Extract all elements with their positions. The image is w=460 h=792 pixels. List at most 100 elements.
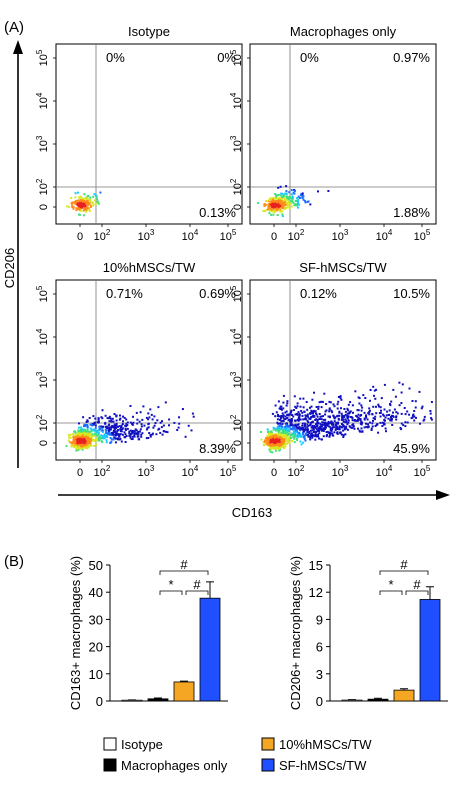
event-dot bbox=[117, 429, 120, 431]
event-dot bbox=[383, 418, 386, 421]
event-dot bbox=[280, 192, 283, 195]
quadrant-percent-lr: 45.9% bbox=[393, 441, 430, 456]
event-dot bbox=[304, 427, 307, 430]
event-dot bbox=[287, 413, 290, 416]
event-dot bbox=[79, 209, 82, 212]
event-dot bbox=[368, 411, 371, 413]
bar bbox=[199, 597, 221, 702]
event-dot bbox=[275, 197, 278, 200]
event-dot bbox=[347, 419, 350, 422]
event-dot bbox=[92, 423, 95, 426]
event-dot bbox=[270, 433, 273, 435]
legend-swatch bbox=[103, 758, 117, 772]
event-dot bbox=[80, 426, 83, 429]
event-dot bbox=[342, 429, 345, 432]
bar-chart: 0 3 6 9 12 15 CD206+ macrophages (%) * # # bbox=[288, 556, 448, 710]
event-dot bbox=[89, 423, 92, 426]
event-dot bbox=[82, 439, 85, 442]
event-dot bbox=[335, 421, 338, 424]
event-dot bbox=[374, 415, 377, 418]
event-dot bbox=[297, 427, 300, 430]
event-dot bbox=[315, 434, 318, 437]
event-dot bbox=[320, 415, 323, 418]
event-dot bbox=[105, 434, 108, 437]
y-tick-label: 10 bbox=[89, 667, 103, 682]
legend: Isotype Macrophages only 10%hMSCs/TW SF-hMS… bbox=[103, 737, 372, 773]
event-dot bbox=[327, 190, 330, 192]
event-dot bbox=[276, 201, 279, 204]
event-dot bbox=[115, 426, 118, 429]
event-dot bbox=[92, 438, 95, 441]
event-dot bbox=[297, 419, 300, 422]
event-dot bbox=[377, 431, 380, 434]
event-dot bbox=[389, 418, 392, 421]
y-tick-label: 103 bbox=[229, 371, 244, 388]
event-dot bbox=[315, 435, 318, 438]
event-dot bbox=[95, 443, 97, 446]
event-dot bbox=[279, 418, 281, 421]
x-tick-label: 103 bbox=[332, 228, 349, 243]
event-dot bbox=[382, 413, 384, 416]
event-dot bbox=[84, 439, 87, 442]
event-dot bbox=[273, 446, 276, 449]
event-dot bbox=[285, 192, 288, 195]
event-dot bbox=[90, 423, 93, 426]
event-dot bbox=[133, 434, 136, 437]
event-dot bbox=[311, 433, 314, 436]
event-dot bbox=[265, 208, 268, 211]
event-dot bbox=[381, 425, 384, 427]
event-dot bbox=[290, 409, 293, 412]
event-dot bbox=[310, 405, 313, 408]
x-tick-label: 104 bbox=[182, 464, 199, 479]
x-tick-label: 102 bbox=[288, 464, 305, 479]
event-dot bbox=[272, 444, 275, 447]
event-dot bbox=[390, 416, 392, 418]
event-dot bbox=[376, 423, 379, 426]
event-dot bbox=[318, 430, 321, 432]
event-dot bbox=[283, 204, 286, 207]
event-dot bbox=[400, 422, 403, 425]
event-dot bbox=[322, 418, 325, 421]
event-dot bbox=[318, 437, 321, 440]
event-dot bbox=[152, 426, 155, 429]
event-dot bbox=[287, 429, 290, 432]
event-dot bbox=[286, 206, 289, 209]
event-dot bbox=[341, 417, 344, 420]
event-dot bbox=[85, 444, 88, 447]
event-dot bbox=[277, 425, 280, 428]
event-dot bbox=[344, 433, 347, 436]
y-tick-label: 0 bbox=[38, 440, 50, 446]
event-dot bbox=[111, 425, 113, 428]
event-dot bbox=[95, 433, 98, 436]
event-dot bbox=[389, 403, 391, 405]
event-dot bbox=[287, 425, 290, 428]
event-dot bbox=[139, 428, 142, 431]
event-dot bbox=[83, 432, 86, 435]
event-dot bbox=[137, 438, 140, 441]
event-dot bbox=[284, 431, 287, 434]
event-dot bbox=[285, 423, 288, 426]
event-dot bbox=[338, 426, 341, 429]
event-dot bbox=[279, 210, 282, 213]
event-dot bbox=[272, 213, 275, 216]
event-dot bbox=[311, 436, 314, 439]
event-dot bbox=[308, 432, 311, 435]
event-dot bbox=[118, 438, 121, 441]
event-dot bbox=[280, 416, 282, 419]
event-dot bbox=[395, 415, 398, 418]
event-dot bbox=[267, 432, 270, 435]
event-dot bbox=[268, 448, 271, 451]
event-dot bbox=[288, 432, 290, 435]
event-dot bbox=[370, 427, 373, 430]
bar bbox=[419, 599, 441, 702]
quadrant-percent-lr: 8.39% bbox=[199, 441, 236, 456]
event-dot bbox=[311, 424, 314, 427]
event-dot bbox=[178, 422, 181, 425]
event-dot bbox=[281, 419, 284, 422]
event-dot bbox=[96, 429, 99, 432]
event-dot bbox=[286, 441, 289, 444]
event-dot bbox=[277, 197, 280, 200]
event-dot bbox=[348, 412, 351, 415]
event-dot bbox=[103, 433, 106, 436]
event-dot bbox=[283, 429, 286, 432]
